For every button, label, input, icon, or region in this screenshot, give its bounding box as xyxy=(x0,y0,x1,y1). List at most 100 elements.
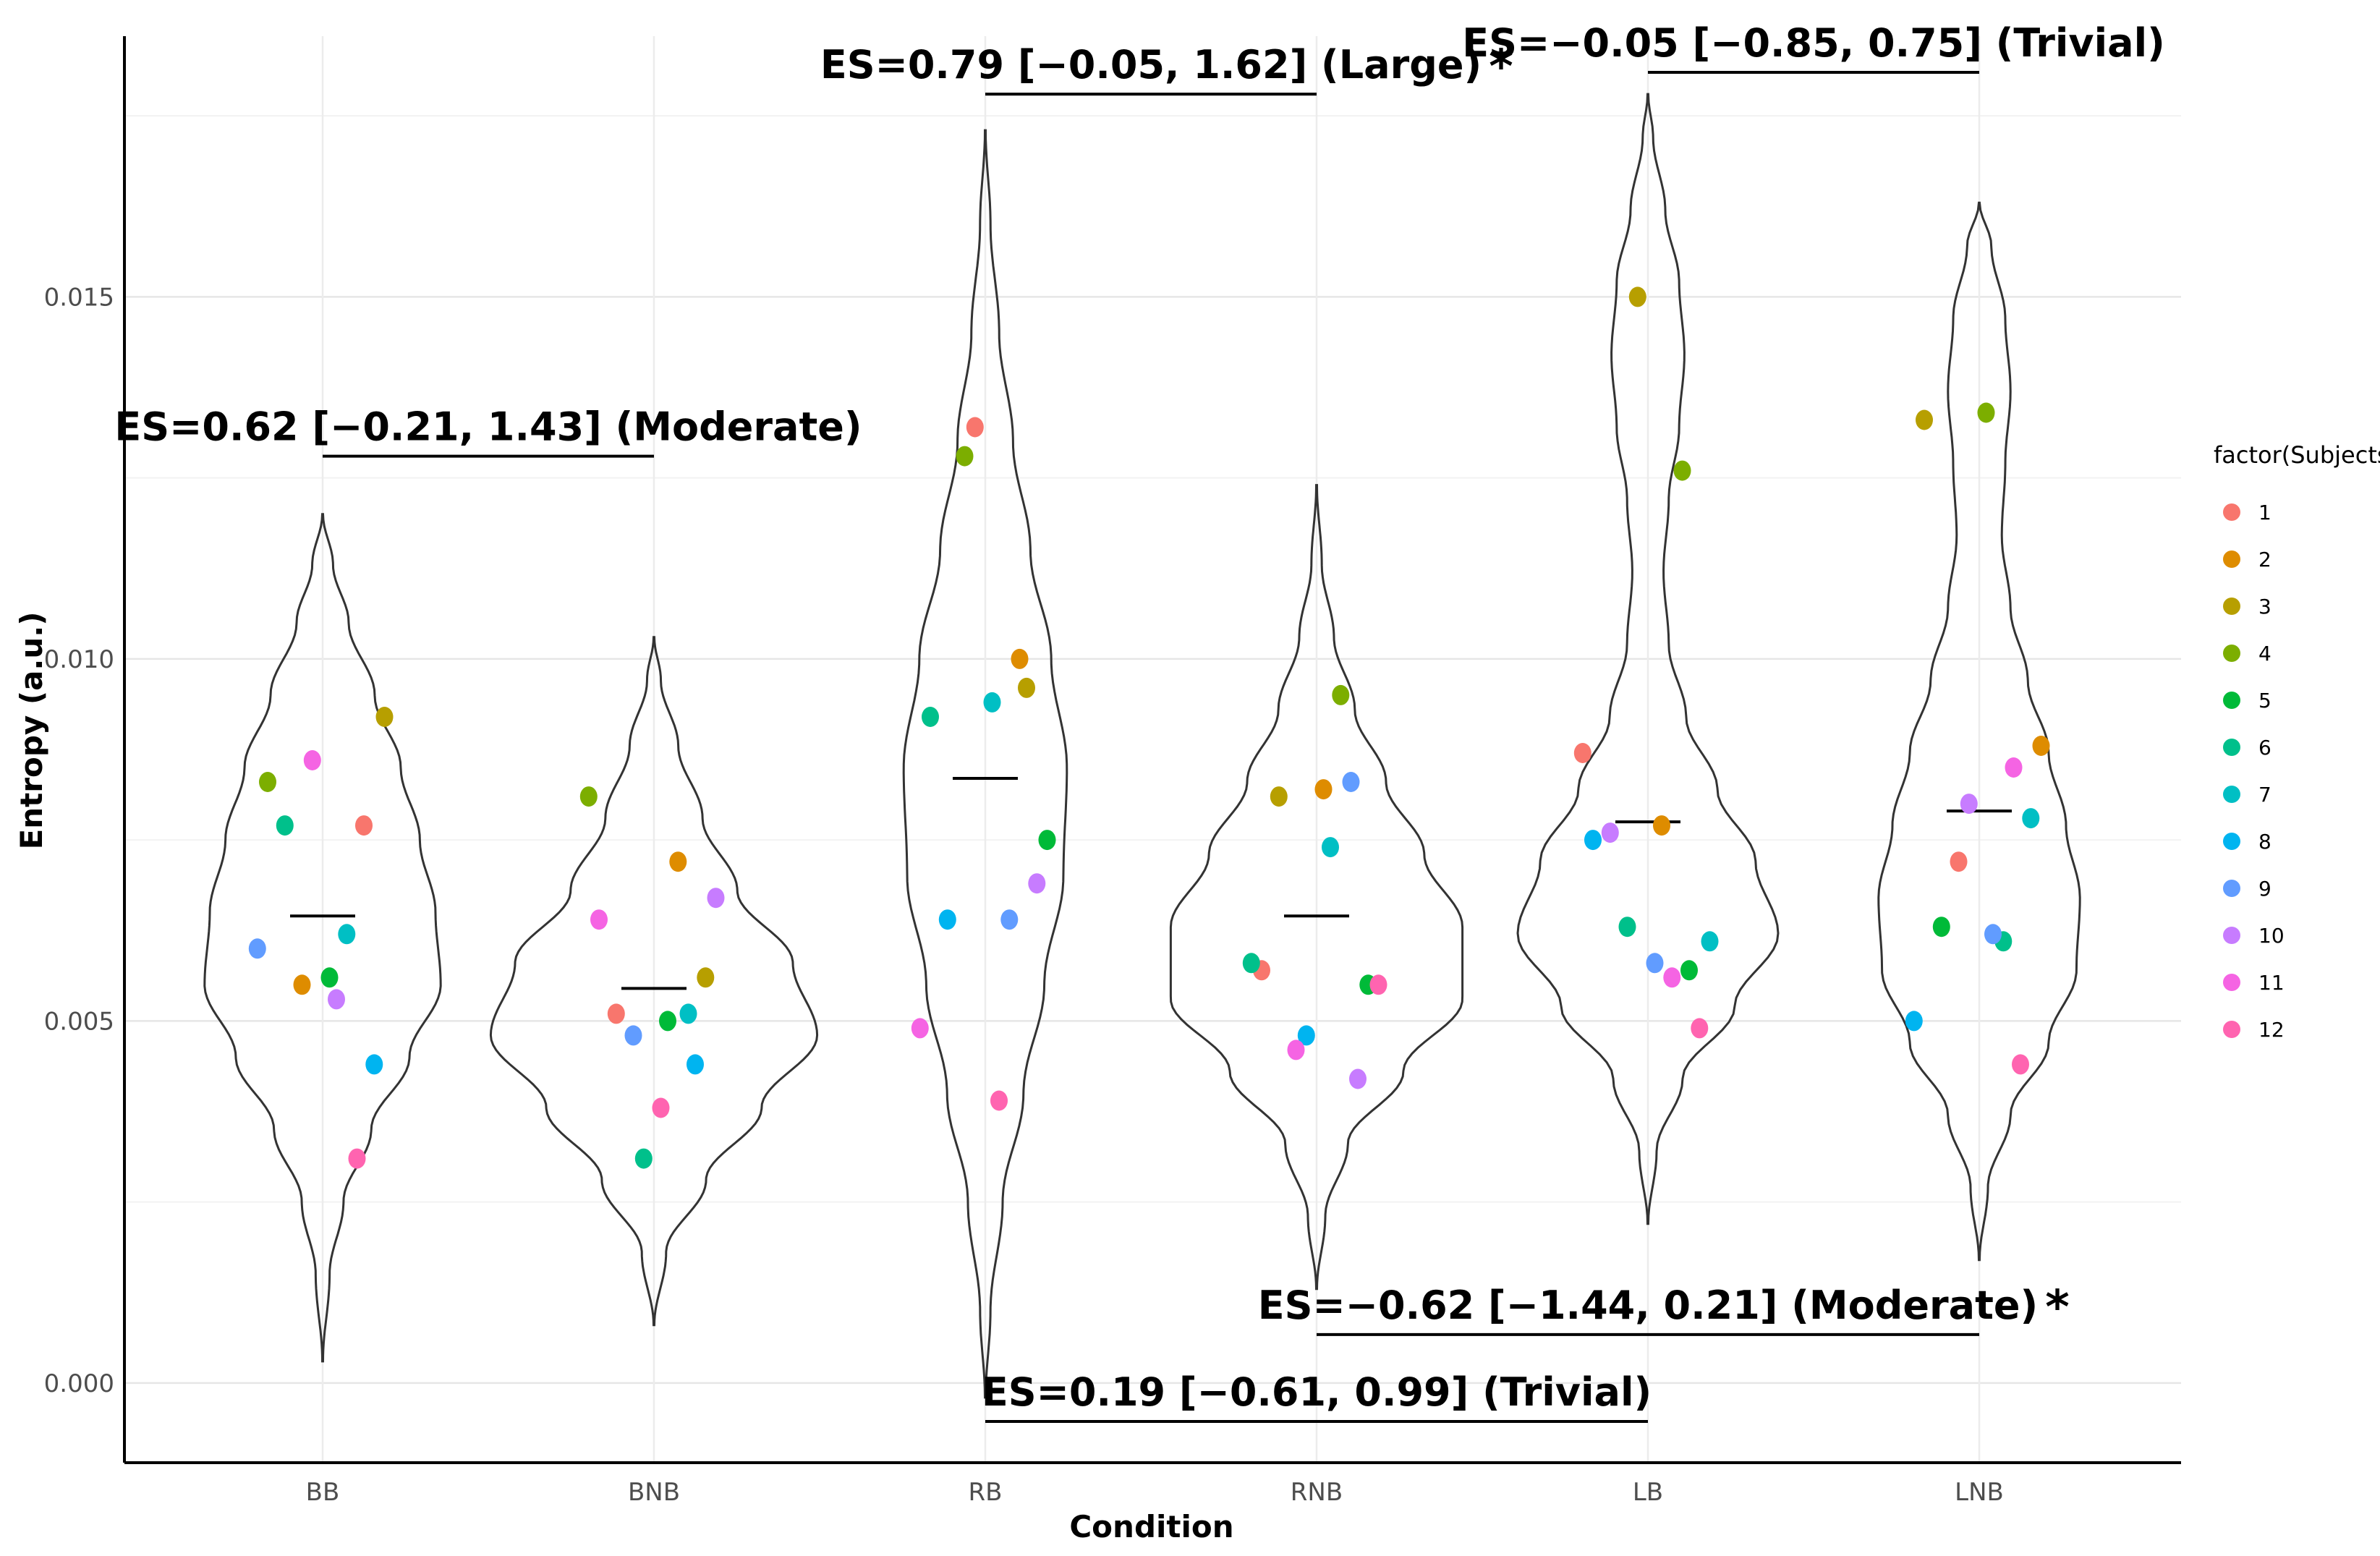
point-lb-subject-5 xyxy=(1680,960,1698,981)
legend-key-subject-5 xyxy=(2223,692,2240,709)
point-lb-subject-1 xyxy=(1573,743,1591,763)
point-rb-subject-10 xyxy=(1028,873,1046,894)
point-bb-subject-2 xyxy=(293,974,311,995)
point-lnb-subject-8 xyxy=(1905,1011,1923,1032)
annotation-label-2: ES=0.79 [−0.05, 1.62] (Large) xyxy=(820,42,1482,88)
point-bb-subject-5 xyxy=(320,967,339,988)
legend-label-subject-6: 6 xyxy=(2258,736,2271,760)
violin-lb xyxy=(1516,93,1780,1225)
legend-label-subject-3: 3 xyxy=(2258,595,2271,618)
point-lnb-subject-5 xyxy=(1932,917,1950,938)
point-lb-subject-8 xyxy=(1584,830,1602,851)
point-bb-subject-9 xyxy=(248,938,266,959)
point-rb-subject-7 xyxy=(983,692,1001,713)
x-tick-label: LNB xyxy=(1955,1478,2004,1507)
legend-key-subject-9 xyxy=(2223,880,2240,897)
legend-key-subject-2 xyxy=(2223,550,2240,568)
point-lnb-subject-12 xyxy=(2012,1054,2029,1075)
point-bb-subject-8 xyxy=(365,1054,383,1075)
legend-label-subject-10: 10 xyxy=(2258,924,2285,948)
point-bb-subject-4 xyxy=(259,772,276,792)
point-rnb-subject-12 xyxy=(1369,974,1387,995)
point-lnb-subject-10 xyxy=(1960,794,1978,815)
legend-title: factor(Subjects) xyxy=(2214,441,2380,469)
y-tick-labels: 0.000 0.005 0.010 0.015 xyxy=(44,283,114,1398)
x-tick-label: BB xyxy=(306,1478,340,1507)
point-lb-subject-3 xyxy=(1628,286,1646,307)
x-tick-label: RNB xyxy=(1291,1478,1343,1507)
point-lnb-subject-3 xyxy=(1916,409,1933,430)
legend-key-subject-4 xyxy=(2223,645,2240,662)
point-rb-subject-1 xyxy=(966,417,984,438)
point-bb-subject-11 xyxy=(303,750,321,770)
point-bnb-subject-2 xyxy=(669,851,687,872)
y-axis-title: Entropy (a.u.) xyxy=(14,612,49,850)
axes xyxy=(123,36,2181,1464)
legend-key-subject-11 xyxy=(2223,974,2240,991)
violin-lnb xyxy=(1877,201,2081,1262)
point-bb-subject-10 xyxy=(328,989,345,1010)
legend-key-subject-7 xyxy=(2223,786,2240,803)
significance-star-2: * xyxy=(1489,41,1513,94)
point-lb-subject-12 xyxy=(1691,1018,1709,1039)
point-lnb-subject-9 xyxy=(1984,924,2002,945)
legend-key-subject-12 xyxy=(2223,1021,2240,1038)
point-lb-subject-11 xyxy=(1663,967,1681,988)
x-tick-labels: BB BNB RB RNB LB LNB xyxy=(306,1478,2004,1507)
point-bb-subject-3 xyxy=(375,707,394,727)
point-lb-subject-9 xyxy=(1646,953,1664,974)
point-lb-subject-4 xyxy=(1673,460,1691,481)
point-bnb-subject-4 xyxy=(579,786,598,807)
point-rb-subject-8 xyxy=(938,909,956,930)
point-lb-subject-6 xyxy=(1618,917,1636,938)
legend-label-subject-12: 12 xyxy=(2258,1018,2285,1042)
point-rnb-subject-10 xyxy=(1349,1068,1367,1089)
point-rnb-subject-9 xyxy=(1342,772,1360,792)
x-axis-title: Condition xyxy=(1069,1509,1233,1544)
point-bb-subject-7 xyxy=(338,924,356,945)
point-rnb-subject-2 xyxy=(1314,779,1333,800)
legend-key-subject-1 xyxy=(2223,503,2240,521)
point-rb-subject-12 xyxy=(990,1090,1008,1111)
data-points xyxy=(248,286,2050,1169)
point-lnb-subject-1 xyxy=(1950,851,1968,872)
annotation-label-5: ES=0.19 [−0.61, 0.99] (Trivial) xyxy=(982,1369,1652,1415)
significance-star-4: * xyxy=(2045,1281,2069,1335)
point-bb-subject-1 xyxy=(355,815,373,836)
mean-markers xyxy=(290,777,2012,990)
violin-bb xyxy=(203,513,442,1363)
legend-label-subject-11: 11 xyxy=(2258,971,2285,995)
legend-label-subject-5: 5 xyxy=(2258,689,2271,713)
x-tick-label: RB xyxy=(969,1478,1003,1507)
point-lnb-subject-2 xyxy=(2032,736,2050,756)
annotation-label-1: ES=0.62 [−0.21, 1.43] (Moderate) xyxy=(114,404,862,450)
point-bb-subject-12 xyxy=(348,1148,366,1169)
point-rb-subject-3 xyxy=(1018,677,1035,698)
violins xyxy=(203,93,2081,1399)
legend-key-subject-6 xyxy=(2223,739,2240,756)
point-lnb-subject-4 xyxy=(1977,402,1995,423)
point-bb-subject-6 xyxy=(276,815,294,836)
point-bnb-subject-7 xyxy=(679,1003,697,1024)
legend-label-subject-4: 4 xyxy=(2258,642,2271,666)
point-rb-subject-6 xyxy=(922,707,939,727)
point-rb-subject-11 xyxy=(911,1018,929,1039)
point-bnb-subject-8 xyxy=(687,1054,704,1075)
point-rb-subject-2 xyxy=(1011,648,1029,669)
point-bnb-subject-6 xyxy=(634,1148,653,1169)
violin-rb xyxy=(902,129,1068,1399)
point-lb-subject-10 xyxy=(1601,822,1619,843)
y-tick-label: 0.005 xyxy=(44,1007,114,1036)
violin-bnb xyxy=(489,636,819,1327)
point-rnb-subject-4 xyxy=(1332,684,1350,705)
point-rnb-subject-11 xyxy=(1287,1040,1305,1060)
point-bnb-subject-5 xyxy=(659,1011,676,1032)
point-lb-subject-2 xyxy=(1653,815,1670,836)
y-tick-label: 0.010 xyxy=(44,645,114,674)
legend-key-subject-10 xyxy=(2223,927,2240,944)
y-tick-label: 0.000 xyxy=(44,1369,114,1398)
legend-label-subject-7: 7 xyxy=(2258,783,2271,807)
point-bnb-subject-10 xyxy=(707,888,725,909)
